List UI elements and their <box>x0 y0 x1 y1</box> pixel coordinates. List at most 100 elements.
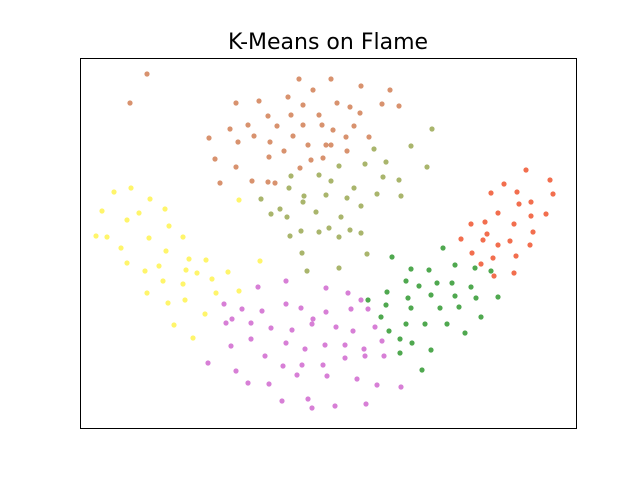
scatter-point <box>228 343 234 349</box>
scatter-point <box>259 308 265 314</box>
scatter-point <box>428 292 434 298</box>
scatter-point <box>334 100 340 106</box>
scatter-point <box>248 320 254 326</box>
scatter-point <box>403 321 409 327</box>
scatter-point <box>357 110 363 116</box>
scatter-point <box>358 230 364 236</box>
scatter-point <box>384 289 390 295</box>
scatter-point <box>301 193 307 199</box>
scatter-point <box>104 234 110 240</box>
scatter-point <box>249 178 255 184</box>
scatter-point <box>408 305 414 311</box>
scatter-point <box>281 148 287 154</box>
scatter-point <box>236 197 242 203</box>
scatter-point <box>501 181 507 187</box>
scatter-point <box>290 133 296 139</box>
scatter-point <box>358 83 364 89</box>
scatter-point <box>332 403 338 409</box>
scatter-point <box>396 103 402 109</box>
scatter-point <box>328 178 334 184</box>
scatter-point <box>289 327 295 333</box>
series-3 <box>205 278 404 411</box>
scatter-point <box>296 76 302 82</box>
scatter-point <box>163 248 169 254</box>
scatter-point <box>294 372 300 378</box>
scatter-point <box>362 353 368 359</box>
scatter-point <box>223 320 229 326</box>
scatter-point <box>304 268 310 274</box>
scatter-point <box>365 306 371 312</box>
scatter-point <box>256 98 262 104</box>
scatter-point <box>326 225 332 231</box>
scatter-point <box>233 100 239 106</box>
scatter-point <box>279 398 285 404</box>
scatter-point <box>398 193 404 199</box>
scatter-point <box>547 177 553 183</box>
scatter-point <box>323 285 329 291</box>
scatter-point <box>245 380 251 386</box>
scatter-point <box>480 237 486 243</box>
scatter-point <box>328 76 334 82</box>
scatter-point <box>348 306 354 312</box>
scatter-point <box>405 295 411 301</box>
scatter-point <box>221 301 227 307</box>
scatter-point <box>93 233 99 239</box>
scatter-point <box>354 376 360 382</box>
chart-title: K-Means on Flame <box>228 30 428 55</box>
scatter-point <box>99 208 105 214</box>
scatter-point <box>495 242 501 248</box>
scatter-point <box>180 281 186 287</box>
scatter-point <box>144 290 150 296</box>
scatter-point <box>165 300 171 306</box>
scatter-point <box>316 112 322 118</box>
series-4 <box>365 245 501 373</box>
scatter-point <box>381 353 387 359</box>
scatter-point <box>255 284 261 290</box>
scatter-point <box>462 330 468 336</box>
scatter-point <box>212 156 218 162</box>
scatter-point <box>298 305 304 311</box>
scatter-point <box>514 189 520 195</box>
scatter-point <box>478 261 484 267</box>
scatter-point <box>371 146 377 152</box>
scatter-point <box>350 328 356 334</box>
scatter-point <box>428 347 434 353</box>
plot-frame <box>80 58 577 429</box>
scatter-point <box>374 191 380 197</box>
scatter-point <box>379 101 385 107</box>
scatter-point <box>342 355 348 361</box>
scatter-point <box>490 255 496 261</box>
scatter-point <box>456 304 462 310</box>
scatter-point <box>147 196 153 202</box>
scatter-point <box>251 133 257 139</box>
scatter-point <box>323 192 329 198</box>
scatter-point <box>347 227 353 233</box>
scatter-point <box>144 71 150 77</box>
scatter-point <box>397 336 403 342</box>
scatter-point <box>156 263 162 269</box>
scatter-point <box>347 104 353 110</box>
scatter-point <box>205 360 211 366</box>
scatter-point <box>468 221 474 227</box>
scatter-point <box>316 172 322 178</box>
scatter-point <box>386 328 392 334</box>
scatter-point <box>300 122 306 128</box>
scatter-point <box>182 297 188 303</box>
scatter-point <box>333 324 339 330</box>
scatter-point <box>444 321 450 327</box>
scatter-point <box>128 185 134 191</box>
scatter-point <box>302 346 308 352</box>
scatter-point <box>365 297 371 303</box>
scatter-point <box>297 165 303 171</box>
scatter-point <box>272 180 278 186</box>
scatter-point <box>452 293 458 299</box>
scatter-point <box>361 346 367 352</box>
scatter-point <box>323 142 329 148</box>
scatter-point <box>468 284 474 290</box>
scatter-point <box>236 288 242 294</box>
scatter-point <box>380 174 386 180</box>
scatter-point <box>372 324 378 330</box>
scatter-point <box>336 234 342 240</box>
scatter-point <box>180 234 186 240</box>
